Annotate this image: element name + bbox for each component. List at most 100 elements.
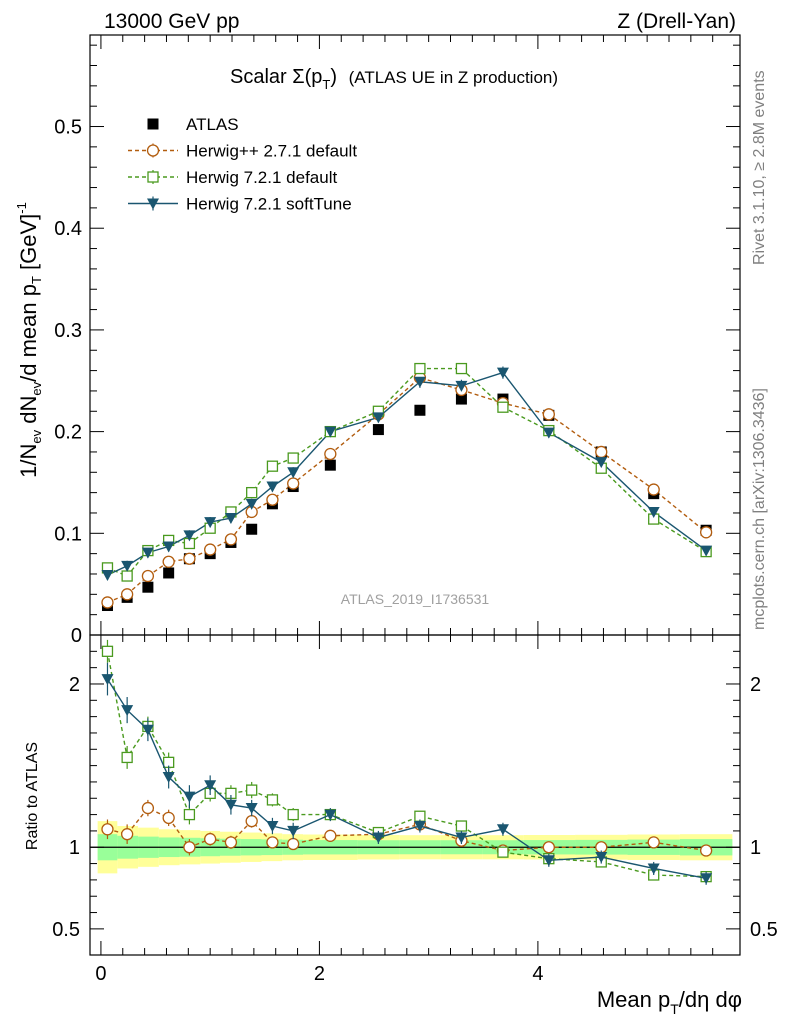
ratio-point [183, 808, 196, 821]
mc-point [266, 481, 279, 493]
mc-point [183, 552, 196, 565]
ratio-point [101, 674, 114, 686]
ratio-tick-label: 2 [69, 674, 80, 696]
main-series [101, 362, 713, 612]
mc-point [324, 426, 337, 438]
ratio-tick-label-right: 2 [750, 674, 761, 696]
ratio-point [266, 836, 279, 849]
mc-point [141, 547, 154, 559]
ratio-point [324, 809, 337, 821]
mc-point [245, 498, 258, 510]
ratio-point [204, 780, 217, 792]
mc-point [287, 477, 300, 490]
legend-marker [147, 198, 159, 210]
legend-label: ATLAS [186, 115, 239, 134]
ratio-panel-frame [89, 634, 741, 956]
y-tick-label: 0 [71, 625, 82, 647]
legend-marker [147, 171, 159, 183]
legend-item: Herwig 7.2.1 softTune [128, 195, 352, 214]
data-point [163, 567, 175, 579]
ratio-point [595, 852, 608, 864]
mc-point [162, 541, 175, 553]
data-point [455, 393, 467, 405]
ratio-point [497, 846, 509, 858]
legend-label: Herwig++ 2.7.1 default [186, 142, 357, 161]
ratio-point [141, 724, 154, 736]
header-right: Z (Drell-Yan) [617, 10, 736, 33]
legend-label: Herwig 7.2.1 softTune [186, 195, 352, 214]
ratio-point [183, 791, 196, 803]
ratio-point [101, 823, 114, 836]
ratio-point [101, 645, 114, 657]
rivet-label: Rivet 3.1.10, ≥ 2.8M events [751, 70, 768, 265]
legend-marker [147, 118, 159, 130]
mc-point [121, 570, 133, 582]
mc-point [162, 555, 175, 568]
legend-marker [146, 144, 160, 157]
ratio-series [101, 639, 713, 885]
ratio-point [162, 772, 175, 784]
data-point [246, 523, 258, 535]
axes: 0 0.1 0.2 0.3 0.4 0.5 0.5 0.5 1 1 2 2 0 2 4 [52, 35, 778, 985]
y-tick-label: 0.5 [54, 117, 82, 139]
ratio-point [183, 841, 196, 854]
analysis-watermark: ATLAS_2019_I1736531 [341, 591, 490, 607]
mc-point [497, 401, 509, 413]
mc-point [246, 486, 258, 499]
mc-point [413, 376, 426, 388]
legend: ATLAS Herwig++ 2.7.1 default Herwig 7.2.1 … [128, 115, 357, 214]
series-3 [106, 366, 707, 581]
ratio-point [700, 873, 713, 885]
data-point [324, 459, 336, 471]
x-tick-label: 4 [532, 963, 543, 985]
ratio-tick-label-right: 0.5 [750, 919, 778, 941]
data-point [414, 404, 426, 416]
header-left: 13000 GeV pp [104, 10, 239, 33]
title-main: Scalar Σ(p [230, 66, 322, 88]
ratio-point [224, 799, 237, 811]
ratio-tick-label: 0.5 [52, 919, 80, 941]
ratio-point [266, 794, 279, 806]
ratio-point [121, 751, 133, 764]
mc-point [266, 460, 279, 472]
legend-item: Herwig 7.2.1 default [128, 168, 337, 187]
series-markers-2 [101, 362, 712, 582]
mc-point [496, 367, 509, 379]
mc-point [101, 570, 114, 581]
title-sub: T [322, 77, 330, 92]
mc-point [224, 513, 237, 525]
y-tick-label: 0.3 [54, 320, 82, 342]
ratio-point [496, 824, 509, 836]
mc-point [324, 447, 337, 461]
mc-point [204, 543, 217, 556]
ratio-point [372, 832, 385, 844]
ratio-point [141, 801, 155, 815]
mc-point [647, 506, 660, 518]
ratio-y-axis-label: Ratio to ATLAS [24, 742, 41, 850]
ratio-point [699, 844, 713, 857]
title-end: ) [330, 66, 337, 88]
mc-point [542, 408, 555, 421]
ratio-point [162, 811, 175, 825]
ratio-point [246, 784, 258, 796]
series-line [107, 367, 707, 577]
y-tick-label: 0.4 [54, 218, 82, 240]
series-markers-1 [101, 371, 713, 609]
mc-point [595, 445, 608, 459]
legend-item: Herwig++ 2.7.1 default [128, 142, 357, 161]
mc-point [121, 560, 134, 572]
title-note: (ATLAS UE in Z production) [349, 68, 558, 87]
ratio-point [647, 863, 660, 875]
series-2 [106, 363, 707, 581]
mc-point [101, 596, 114, 609]
ratio-tick-label: 1 [69, 837, 80, 859]
mc-point [647, 483, 660, 496]
mcplots-label: mcplots.cern.ch [arXiv:1306.3436] [751, 388, 768, 630]
y-tick-label: 0.1 [54, 523, 82, 545]
y-axis-label: 1/Nev dNev/d mean pT [GeV]-1 [14, 202, 44, 478]
series-markers-3 [101, 367, 713, 581]
mc-point [542, 427, 555, 439]
series-line [107, 376, 707, 604]
mc-point [700, 545, 713, 557]
